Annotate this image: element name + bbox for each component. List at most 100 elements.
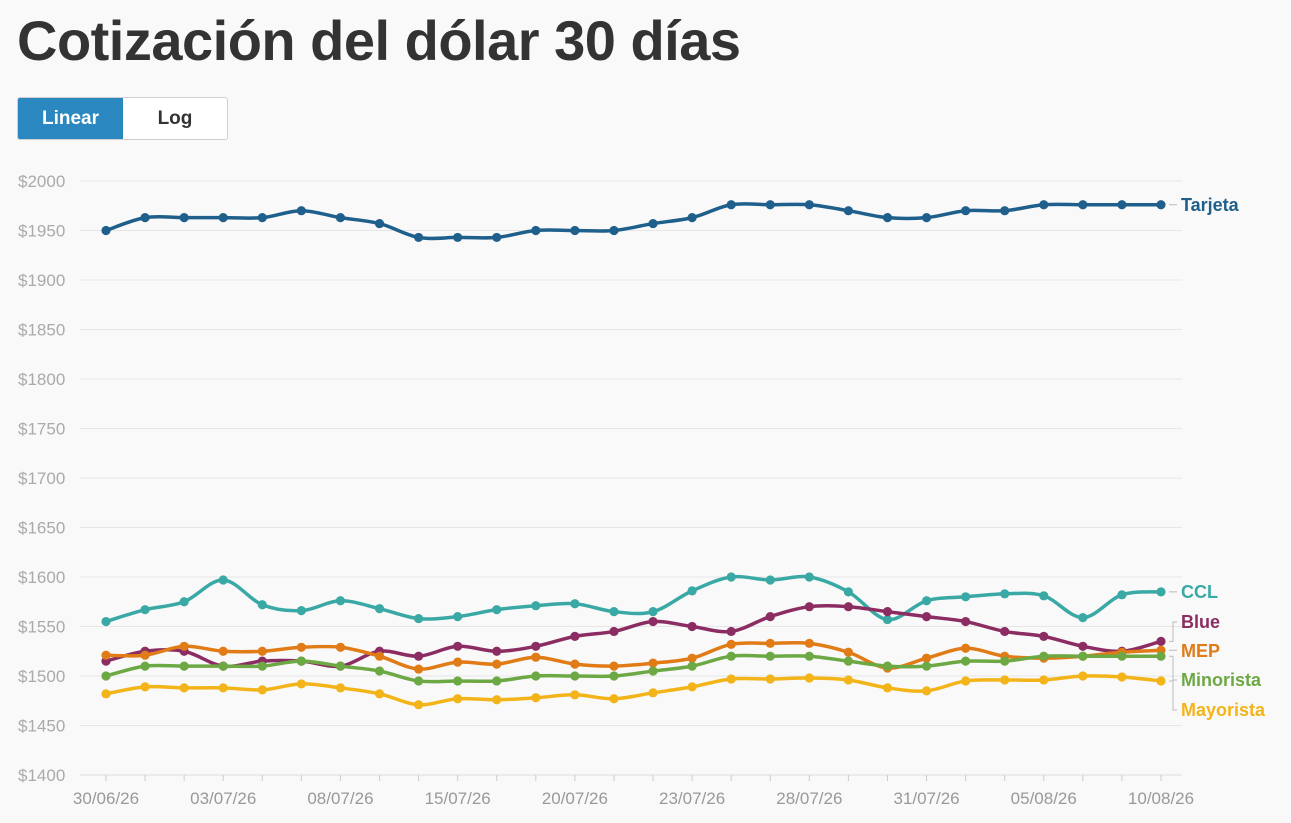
data-point-minorista[interactable] bbox=[179, 661, 189, 671]
data-point-mep[interactable] bbox=[843, 647, 854, 657]
data-point-minorista[interactable] bbox=[1000, 656, 1010, 666]
data-point-mayorista[interactable] bbox=[531, 693, 541, 703]
data-point-mep[interactable] bbox=[453, 657, 463, 667]
data-point-mep[interactable] bbox=[140, 650, 150, 660]
data-point-mep[interactable] bbox=[179, 641, 189, 651]
data-point-mayorista[interactable] bbox=[257, 685, 267, 695]
data-point-ccl[interactable] bbox=[413, 613, 424, 624]
data-point-tarjeta[interactable] bbox=[492, 232, 502, 243]
data-point-mayorista[interactable] bbox=[101, 689, 111, 699]
data-point-ccl[interactable] bbox=[843, 587, 854, 597]
data-point-mep[interactable] bbox=[374, 651, 385, 661]
data-point-tarjeta[interactable] bbox=[687, 213, 697, 223]
data-point-tarjeta[interactable] bbox=[882, 213, 893, 223]
data-point-blue[interactable] bbox=[413, 651, 424, 661]
data-point-mep[interactable] bbox=[804, 638, 814, 648]
data-point-blue[interactable] bbox=[648, 616, 658, 627]
data-point-mayorista[interactable] bbox=[296, 679, 306, 689]
data-point-mayorista[interactable] bbox=[570, 690, 580, 700]
data-point-mayorista[interactable] bbox=[1078, 671, 1088, 681]
data-point-blue[interactable] bbox=[531, 641, 541, 651]
data-point-ccl[interactable] bbox=[101, 616, 111, 627]
data-point-mayorista[interactable] bbox=[921, 686, 932, 696]
data-point-mep[interactable] bbox=[648, 658, 658, 668]
data-point-tarjeta[interactable] bbox=[531, 225, 541, 236]
data-point-blue[interactable] bbox=[726, 626, 736, 637]
data-point-tarjeta[interactable] bbox=[570, 225, 580, 236]
data-point-mep[interactable] bbox=[726, 639, 736, 649]
data-point-mayorista[interactable] bbox=[961, 676, 971, 686]
data-point-tarjeta[interactable] bbox=[1000, 206, 1010, 216]
data-point-mep[interactable] bbox=[961, 643, 971, 653]
data-point-blue[interactable] bbox=[609, 626, 619, 637]
data-point-minorista[interactable] bbox=[413, 676, 424, 686]
data-point-minorista[interactable] bbox=[882, 661, 893, 671]
data-point-minorista[interactable] bbox=[570, 671, 580, 681]
data-point-mep[interactable] bbox=[296, 642, 306, 652]
data-point-mayorista[interactable] bbox=[453, 694, 463, 704]
data-point-blue[interactable] bbox=[1078, 641, 1088, 651]
data-point-mayorista[interactable] bbox=[179, 683, 189, 693]
data-point-blue[interactable] bbox=[570, 631, 580, 642]
data-point-tarjeta[interactable] bbox=[648, 218, 658, 229]
data-point-mep[interactable] bbox=[531, 652, 541, 662]
data-point-minorista[interactable] bbox=[726, 651, 736, 661]
data-point-ccl[interactable] bbox=[1117, 590, 1127, 600]
data-point-tarjeta[interactable] bbox=[921, 213, 932, 223]
data-point-mep[interactable] bbox=[921, 653, 932, 663]
data-point-mayorista[interactable] bbox=[413, 700, 424, 710]
data-point-mep[interactable] bbox=[687, 653, 697, 663]
data-point-mayorista[interactable] bbox=[335, 683, 346, 693]
data-point-blue[interactable] bbox=[961, 616, 971, 627]
log-scale-button[interactable]: Log bbox=[123, 98, 227, 139]
data-point-mayorista[interactable] bbox=[1156, 676, 1166, 686]
data-point-ccl[interactable] bbox=[882, 614, 893, 625]
data-point-mayorista[interactable] bbox=[140, 682, 150, 692]
data-point-blue[interactable] bbox=[687, 621, 697, 632]
data-point-blue[interactable] bbox=[1000, 626, 1010, 637]
data-point-blue[interactable] bbox=[453, 641, 463, 651]
data-point-ccl[interactable] bbox=[570, 599, 580, 609]
data-point-mep[interactable] bbox=[765, 638, 775, 648]
data-point-ccl[interactable] bbox=[648, 607, 658, 617]
data-point-minorista[interactable] bbox=[765, 651, 775, 661]
data-point-mep[interactable] bbox=[609, 661, 619, 671]
data-point-ccl[interactable] bbox=[296, 606, 306, 616]
data-point-ccl[interactable] bbox=[1000, 589, 1010, 599]
data-point-mayorista[interactable] bbox=[882, 683, 893, 693]
data-point-minorista[interactable] bbox=[921, 661, 932, 671]
data-point-minorista[interactable] bbox=[1117, 651, 1127, 661]
data-point-blue[interactable] bbox=[1039, 631, 1049, 642]
data-point-ccl[interactable] bbox=[804, 572, 814, 582]
data-point-mep[interactable] bbox=[570, 659, 580, 669]
data-point-ccl[interactable] bbox=[687, 586, 697, 596]
data-point-blue[interactable] bbox=[765, 612, 775, 622]
data-point-minorista[interactable] bbox=[961, 656, 971, 666]
data-point-ccl[interactable] bbox=[1156, 587, 1166, 597]
data-point-tarjeta[interactable] bbox=[1117, 200, 1127, 210]
data-point-ccl[interactable] bbox=[140, 605, 150, 615]
data-point-minorista[interactable] bbox=[609, 671, 619, 681]
data-point-blue[interactable] bbox=[804, 602, 814, 612]
data-point-mayorista[interactable] bbox=[843, 675, 854, 685]
data-point-ccl[interactable] bbox=[531, 601, 541, 611]
data-point-blue[interactable] bbox=[843, 602, 854, 612]
data-point-blue[interactable] bbox=[1156, 636, 1166, 646]
data-point-mayorista[interactable] bbox=[804, 673, 814, 683]
data-point-tarjeta[interactable] bbox=[609, 225, 619, 236]
data-point-tarjeta[interactable] bbox=[961, 206, 971, 216]
data-point-ccl[interactable] bbox=[609, 607, 619, 617]
data-point-ccl[interactable] bbox=[179, 597, 189, 607]
data-point-minorista[interactable] bbox=[1039, 651, 1049, 661]
data-point-mayorista[interactable] bbox=[218, 683, 228, 693]
data-point-mep[interactable] bbox=[218, 646, 228, 656]
data-point-mep[interactable] bbox=[413, 664, 424, 674]
data-point-tarjeta[interactable] bbox=[296, 206, 306, 216]
data-point-mayorista[interactable] bbox=[726, 674, 736, 684]
data-point-blue[interactable] bbox=[492, 646, 502, 656]
data-point-minorista[interactable] bbox=[296, 656, 306, 666]
data-point-minorista[interactable] bbox=[101, 671, 111, 681]
data-point-tarjeta[interactable] bbox=[1039, 200, 1049, 210]
data-point-tarjeta[interactable] bbox=[140, 213, 150, 223]
data-point-minorista[interactable] bbox=[335, 661, 346, 671]
